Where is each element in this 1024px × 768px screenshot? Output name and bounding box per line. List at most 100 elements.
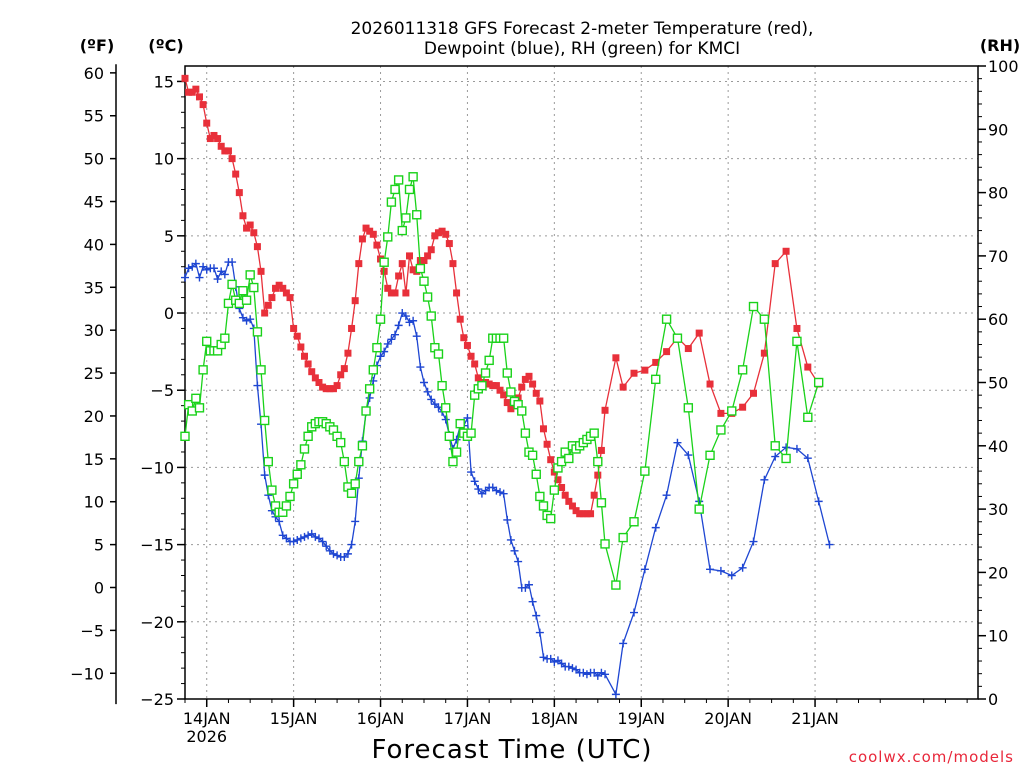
- temperature-point: [547, 456, 555, 464]
- rh-point: [803, 412, 813, 423]
- temperature-point: [369, 230, 377, 238]
- temperature-point: [583, 510, 591, 518]
- rh-point: [372, 342, 382, 353]
- temperature-point: [561, 491, 569, 499]
- temperature-point: [206, 135, 214, 143]
- temperature-point: [793, 324, 801, 332]
- dewpoint-point: [706, 565, 715, 574]
- temperature-point: [253, 243, 261, 251]
- rh-point: [249, 282, 259, 293]
- dewpoint-point: [673, 438, 682, 447]
- dewpoint-point: [401, 312, 410, 321]
- temperature-point: [590, 491, 598, 499]
- c-tick-label: −10: [140, 458, 174, 477]
- temperature-point: [344, 349, 352, 357]
- rh-point: [727, 406, 737, 416]
- temperature-point: [221, 147, 229, 155]
- temperature-point: [782, 247, 790, 255]
- dewpoint-point: [535, 628, 544, 637]
- dewpoint-point: [716, 566, 725, 575]
- dewpoint-point: [630, 608, 639, 617]
- temperature-point: [684, 345, 692, 353]
- x-tick-label: 14JAN: [183, 709, 231, 728]
- temperature-point: [275, 281, 283, 289]
- temperature-point: [503, 399, 511, 407]
- temperature-point: [434, 229, 442, 237]
- rh-unit-label: (RH): [980, 36, 1020, 55]
- dewpoint-point: [209, 264, 218, 273]
- dewpoint-point: [405, 318, 414, 327]
- dewpoint-point: [749, 537, 758, 546]
- rh-point: [502, 368, 512, 378]
- temperature-point: [760, 349, 768, 357]
- dewpoint-point: [441, 415, 450, 424]
- temperature-point: [195, 93, 203, 101]
- chart-title-line1: 2026011318 GFS Forecast 2-meter Temperat…: [351, 19, 814, 39]
- rh-tick-label: 10: [988, 627, 1008, 646]
- rh-point: [716, 425, 726, 435]
- dewpoint-point: [803, 454, 812, 463]
- rh-point: [285, 491, 295, 502]
- rh-point: [354, 456, 364, 467]
- dewpoint-point: [293, 535, 302, 544]
- temperature-point: [326, 385, 334, 393]
- temperature-point: [387, 289, 395, 297]
- temperature-point: [507, 405, 515, 413]
- rh-point: [194, 403, 205, 413]
- rh-point: [546, 513, 556, 524]
- dewpoint-point: [814, 497, 823, 506]
- temperature-point: [492, 382, 500, 390]
- dewpoint-point: [514, 557, 523, 566]
- f-tick-label: 0: [94, 578, 104, 597]
- rh-point: [589, 428, 599, 438]
- temperature-point: [427, 246, 435, 254]
- axes: [115, 64, 979, 705]
- rh-point: [531, 469, 541, 479]
- temperature-point: [471, 360, 479, 368]
- rh-point: [813, 377, 824, 388]
- temperature-point: [355, 260, 363, 268]
- dewpoint-point: [191, 259, 200, 268]
- rh-point: [299, 444, 310, 454]
- rh-point: [296, 460, 306, 470]
- dewpoint-point: [619, 639, 628, 648]
- rh-point: [202, 336, 212, 347]
- dewpoint-point: [684, 451, 693, 460]
- grid-lines: [185, 66, 978, 700]
- fahrenheit-unit-label: (ºF): [80, 36, 115, 55]
- dewpoint-point: [242, 316, 251, 325]
- dewpoint-point: [391, 330, 400, 339]
- f-tick-label: 25: [84, 364, 104, 383]
- temperature-point: [804, 363, 812, 371]
- celsius-unit-label: (ºC): [148, 36, 183, 55]
- temperature-point: [445, 240, 453, 248]
- rh-point: [466, 428, 476, 438]
- dewpoint-point: [771, 452, 780, 461]
- temperature-point: [572, 507, 580, 515]
- temperature-point: [601, 406, 609, 414]
- x-tick-label: 18JAN: [530, 709, 578, 728]
- f-tick-label: 45: [84, 193, 104, 212]
- dewpoint-point: [597, 668, 606, 677]
- temperature-point: [293, 332, 301, 340]
- temperature-point: [232, 170, 240, 178]
- rh-point: [292, 469, 302, 479]
- temperature-point: [235, 189, 243, 197]
- rh-point: [422, 292, 433, 302]
- x-tick-label: 20JAN: [704, 709, 752, 728]
- dewpoint-point: [419, 378, 428, 387]
- f-tick-label: 10: [84, 493, 104, 512]
- rh-tick-label: 50: [988, 374, 1008, 393]
- dewpoint-point: [463, 414, 472, 423]
- dewpoint-point: [202, 265, 211, 274]
- x-tick-label: 21JAN: [791, 709, 839, 728]
- rh-point: [437, 380, 447, 391]
- dewpoint-point: [470, 477, 479, 486]
- rh-point: [520, 428, 531, 438]
- temperature-point: [391, 289, 399, 297]
- rh-point: [506, 387, 516, 397]
- f-tick-label: 50: [84, 150, 104, 169]
- temperature-point: [203, 119, 211, 127]
- temperature-point: [228, 155, 236, 163]
